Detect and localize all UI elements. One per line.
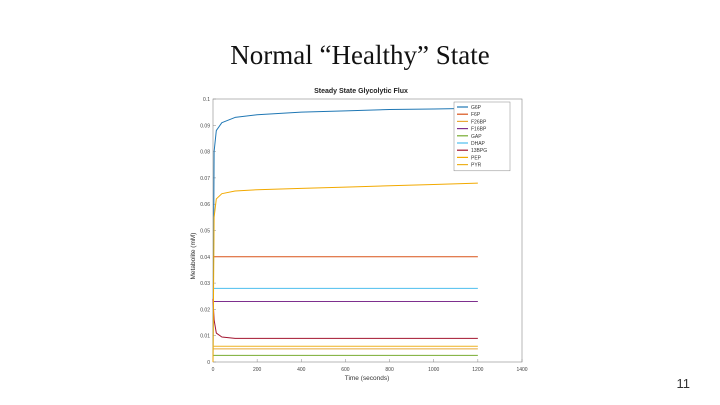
x-tick-label: 400 [297,367,306,373]
glycolytic-flux-chart: Steady State Glycolytic Flux Time (secon… [186,84,532,384]
series-line-13BPG [212,298,478,339]
legend-label-F26BP: F26BP [471,119,487,125]
legend-label-G6P: G6P [471,105,482,111]
x-tick-label: 200 [253,367,262,373]
y-tick-label: 0.05 [200,229,210,235]
legend-label-PEP: PEP [471,155,482,161]
legend-label-13BPG: 13BPG [471,148,487,154]
legend-label-F6P: F6P [471,112,481,118]
slide-title: Normal “Healthy” State [230,40,490,70]
x-tick-label: 1000 [428,367,439,373]
y-tick-label: 0.02 [200,307,210,313]
y-axis-label: Metabolite (mM) [190,233,197,280]
chart-title: Steady State Glycolytic Flux [314,88,408,95]
legend-box [453,101,511,172]
y-tick-label: 0.1 [203,97,210,103]
x-axis-label: Time (seconds) [345,375,390,382]
x-tick-label: 600 [341,367,350,373]
legend-label-PYR: PYR [471,163,482,169]
y-tick-label: 0.03 [200,281,210,287]
x-tick-label: 1400 [516,367,527,373]
y-tick-label: 0.08 [200,150,210,156]
x-tick-label: 0 [212,367,215,373]
legend-label-GAP: GAP [471,134,482,140]
y-tick-label: 0.09 [200,123,210,129]
x-tick-label: 1200 [472,367,483,373]
y-tick-label: 0.01 [200,334,210,340]
chart-figure: Steady State Glycolytic Flux Time (secon… [186,84,532,384]
y-tick-label: 0 [207,360,210,366]
series-line-PEP [212,182,478,363]
y-tick-label: 0.07 [200,176,210,182]
slide-number: 11 [676,376,691,391]
y-tick-label: 0.04 [200,255,210,261]
legend-label-F16BP: F16BP [471,127,487,133]
y-tick-label: 0.06 [200,202,210,208]
x-tick-label: 800 [385,367,394,373]
legend-label-DHAP: DHAP [471,141,486,147]
series-line-G6P [212,107,478,363]
